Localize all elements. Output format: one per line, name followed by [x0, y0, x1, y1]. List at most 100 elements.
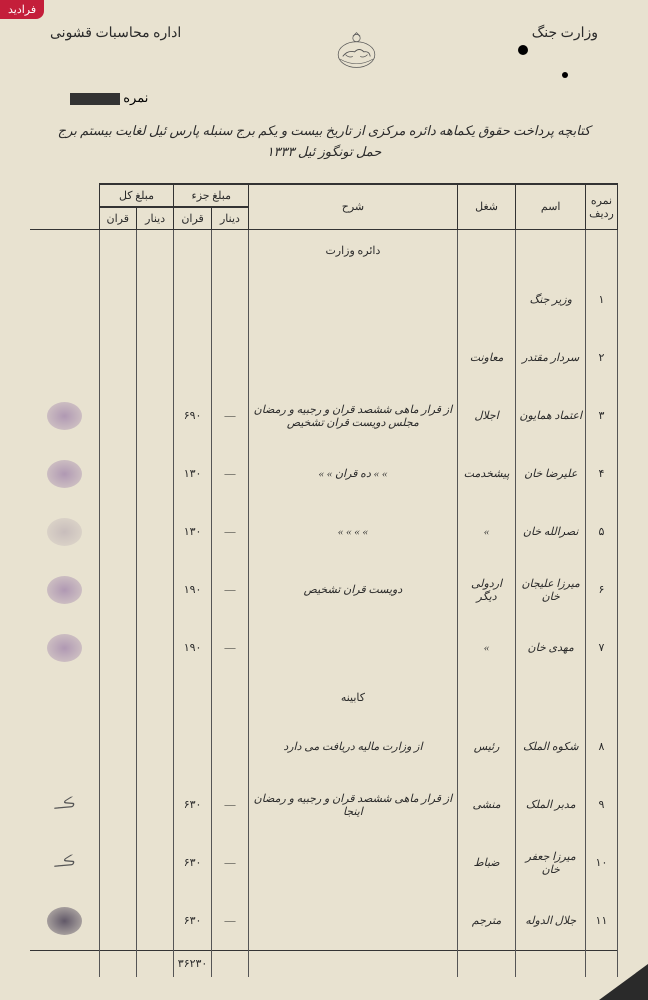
historical-ledger-document: فرادید وزارت جنگ اداره محاسبات قشونی نمر…: [0, 0, 648, 1000]
cell-total-q: [99, 561, 136, 619]
cell-desc: [249, 834, 457, 892]
table-row: ۹ مدبر الملک منشی از قرار ماهی ششصد قران…: [30, 776, 618, 834]
cell-job: اردولی دیگر: [457, 561, 516, 619]
cell-desc: » » » »: [249, 503, 457, 561]
cell-amt-d: —: [211, 834, 248, 892]
document-number-line: نمره: [30, 90, 618, 106]
cell-name: جلال الدوله: [516, 892, 585, 951]
cell-amt-d: [211, 329, 248, 387]
cell-desc: [249, 892, 457, 951]
total-amount: ۳۶۲۳۰: [174, 950, 211, 977]
table-row: ۱۱ جلال الدوله مترجم — ۶۳۰: [30, 892, 618, 951]
stamp-seal: [47, 907, 82, 935]
cell-seal: [30, 892, 99, 951]
col-amount-total: مبلغ کل: [99, 184, 174, 207]
cell-desc: از قرار ماهی ششصد قران و رجبیه و رمضان م…: [249, 387, 457, 445]
cell-total-d: [136, 445, 173, 503]
cell-num: ۲: [585, 329, 617, 387]
col-name: اسم: [516, 184, 585, 230]
cell-seal: [30, 445, 99, 503]
cell-job: ضباط: [457, 834, 516, 892]
cell-total-d: [136, 503, 173, 561]
state-emblem: [327, 25, 387, 75]
ledger-title: کتابچه پرداخت حقوق یکماهه دائره مرکزی از…: [30, 116, 618, 168]
source-watermark: فرادید: [0, 0, 44, 19]
col-row-number: نمره ردیف: [585, 184, 617, 230]
cell-total-q: [99, 329, 136, 387]
cell-name: میرزا علیجان خان: [516, 561, 585, 619]
cell-amt-q: [174, 271, 211, 329]
number-label: نمره: [123, 90, 148, 105]
cell-name: نصرالله خان: [516, 503, 585, 561]
cell-total-d: [136, 387, 173, 445]
cell-seal: [30, 503, 99, 561]
cell-name: وزیر جنگ: [516, 271, 585, 329]
cell-job: معاونت: [457, 329, 516, 387]
cell-name: مدبر الملک: [516, 776, 585, 834]
cell-amt-q: ۱۹۰: [174, 619, 211, 677]
cell-seal: [30, 619, 99, 677]
cell-seal: ڪــ: [30, 834, 99, 892]
cell-amt-d: —: [211, 387, 248, 445]
col-amount-part: مبلغ جزء: [174, 184, 249, 207]
sub-dinar-1: دینار: [211, 207, 248, 230]
ministry-name: وزارت جنگ: [532, 25, 598, 42]
section-cabinet: کابینه: [249, 677, 457, 718]
cell-amt-q: ۱۹۰: [174, 561, 211, 619]
cell-total-d: [136, 892, 173, 951]
cell-total-q: [99, 718, 136, 776]
table-row: ۶ میرزا علیجان خان اردولی دیگر دویست قرا…: [30, 561, 618, 619]
cell-job: »: [457, 619, 516, 677]
cell-num: ۸: [585, 718, 617, 776]
sub-qiran-2: قران: [99, 207, 136, 230]
cell-total-q: [99, 445, 136, 503]
cell-num: ۹: [585, 776, 617, 834]
table-row: ۴ علیرضا خان پیشخدمت » » ده قران » » — ۱…: [30, 445, 618, 503]
cell-job: منشی: [457, 776, 516, 834]
stamp-seal: [47, 634, 82, 662]
cell-total-q: [99, 503, 136, 561]
cell-desc: » » ده قران » »: [249, 445, 457, 503]
cell-total-q: [99, 776, 136, 834]
cell-job: »: [457, 503, 516, 561]
cell-total-d: [136, 561, 173, 619]
table-row: ۵ نصرالله خان » » » » » — ۱۳۰: [30, 503, 618, 561]
cell-total-d: [136, 271, 173, 329]
cell-job: پیشخدمت: [457, 445, 516, 503]
cell-desc: [249, 619, 457, 677]
cell-seal: [30, 387, 99, 445]
cell-desc: [249, 271, 457, 329]
col-description: شرح: [249, 184, 457, 230]
cell-total-d: [136, 718, 173, 776]
cell-amt-q: ۶۳۰: [174, 776, 211, 834]
cell-num: ۱: [585, 271, 617, 329]
cell-amt-d: —: [211, 892, 248, 951]
cell-total-d: [136, 776, 173, 834]
document-header: وزارت جنگ اداره محاسبات قشونی: [30, 25, 618, 75]
cell-amt-q: ۱۳۰: [174, 503, 211, 561]
table-row: ۷ مهدی خان » — ۱۹۰: [30, 619, 618, 677]
cell-job: [457, 271, 516, 329]
redacted-number: [70, 93, 120, 105]
ink-blot: [562, 72, 568, 78]
cell-name: اعتماد همایون: [516, 387, 585, 445]
cell-total-d: [136, 329, 173, 387]
cell-num: ۱۰: [585, 834, 617, 892]
cell-amt-q: ۶۹۰: [174, 387, 211, 445]
cell-seal: [30, 329, 99, 387]
cell-num: ۳: [585, 387, 617, 445]
table-row: ۲ سردار مقتدر معاونت: [30, 329, 618, 387]
sub-qiran-1: قران: [174, 207, 211, 230]
cell-job: اجلال: [457, 387, 516, 445]
cell-amt-d: —: [211, 776, 248, 834]
cell-total-q: [99, 834, 136, 892]
cell-seal: ڪــ: [30, 776, 99, 834]
ink-blot: [518, 45, 528, 55]
cell-name: شکوه الملک: [516, 718, 585, 776]
table-row: ۱۰ میرزا جعفر خان ضباط — ۶۳۰ ڪــ: [30, 834, 618, 892]
cell-total-q: [99, 387, 136, 445]
cell-num: ۴: [585, 445, 617, 503]
cell-amt-q: [174, 329, 211, 387]
cell-name: میرزا جعفر خان: [516, 834, 585, 892]
cell-name: سردار مقتدر: [516, 329, 585, 387]
